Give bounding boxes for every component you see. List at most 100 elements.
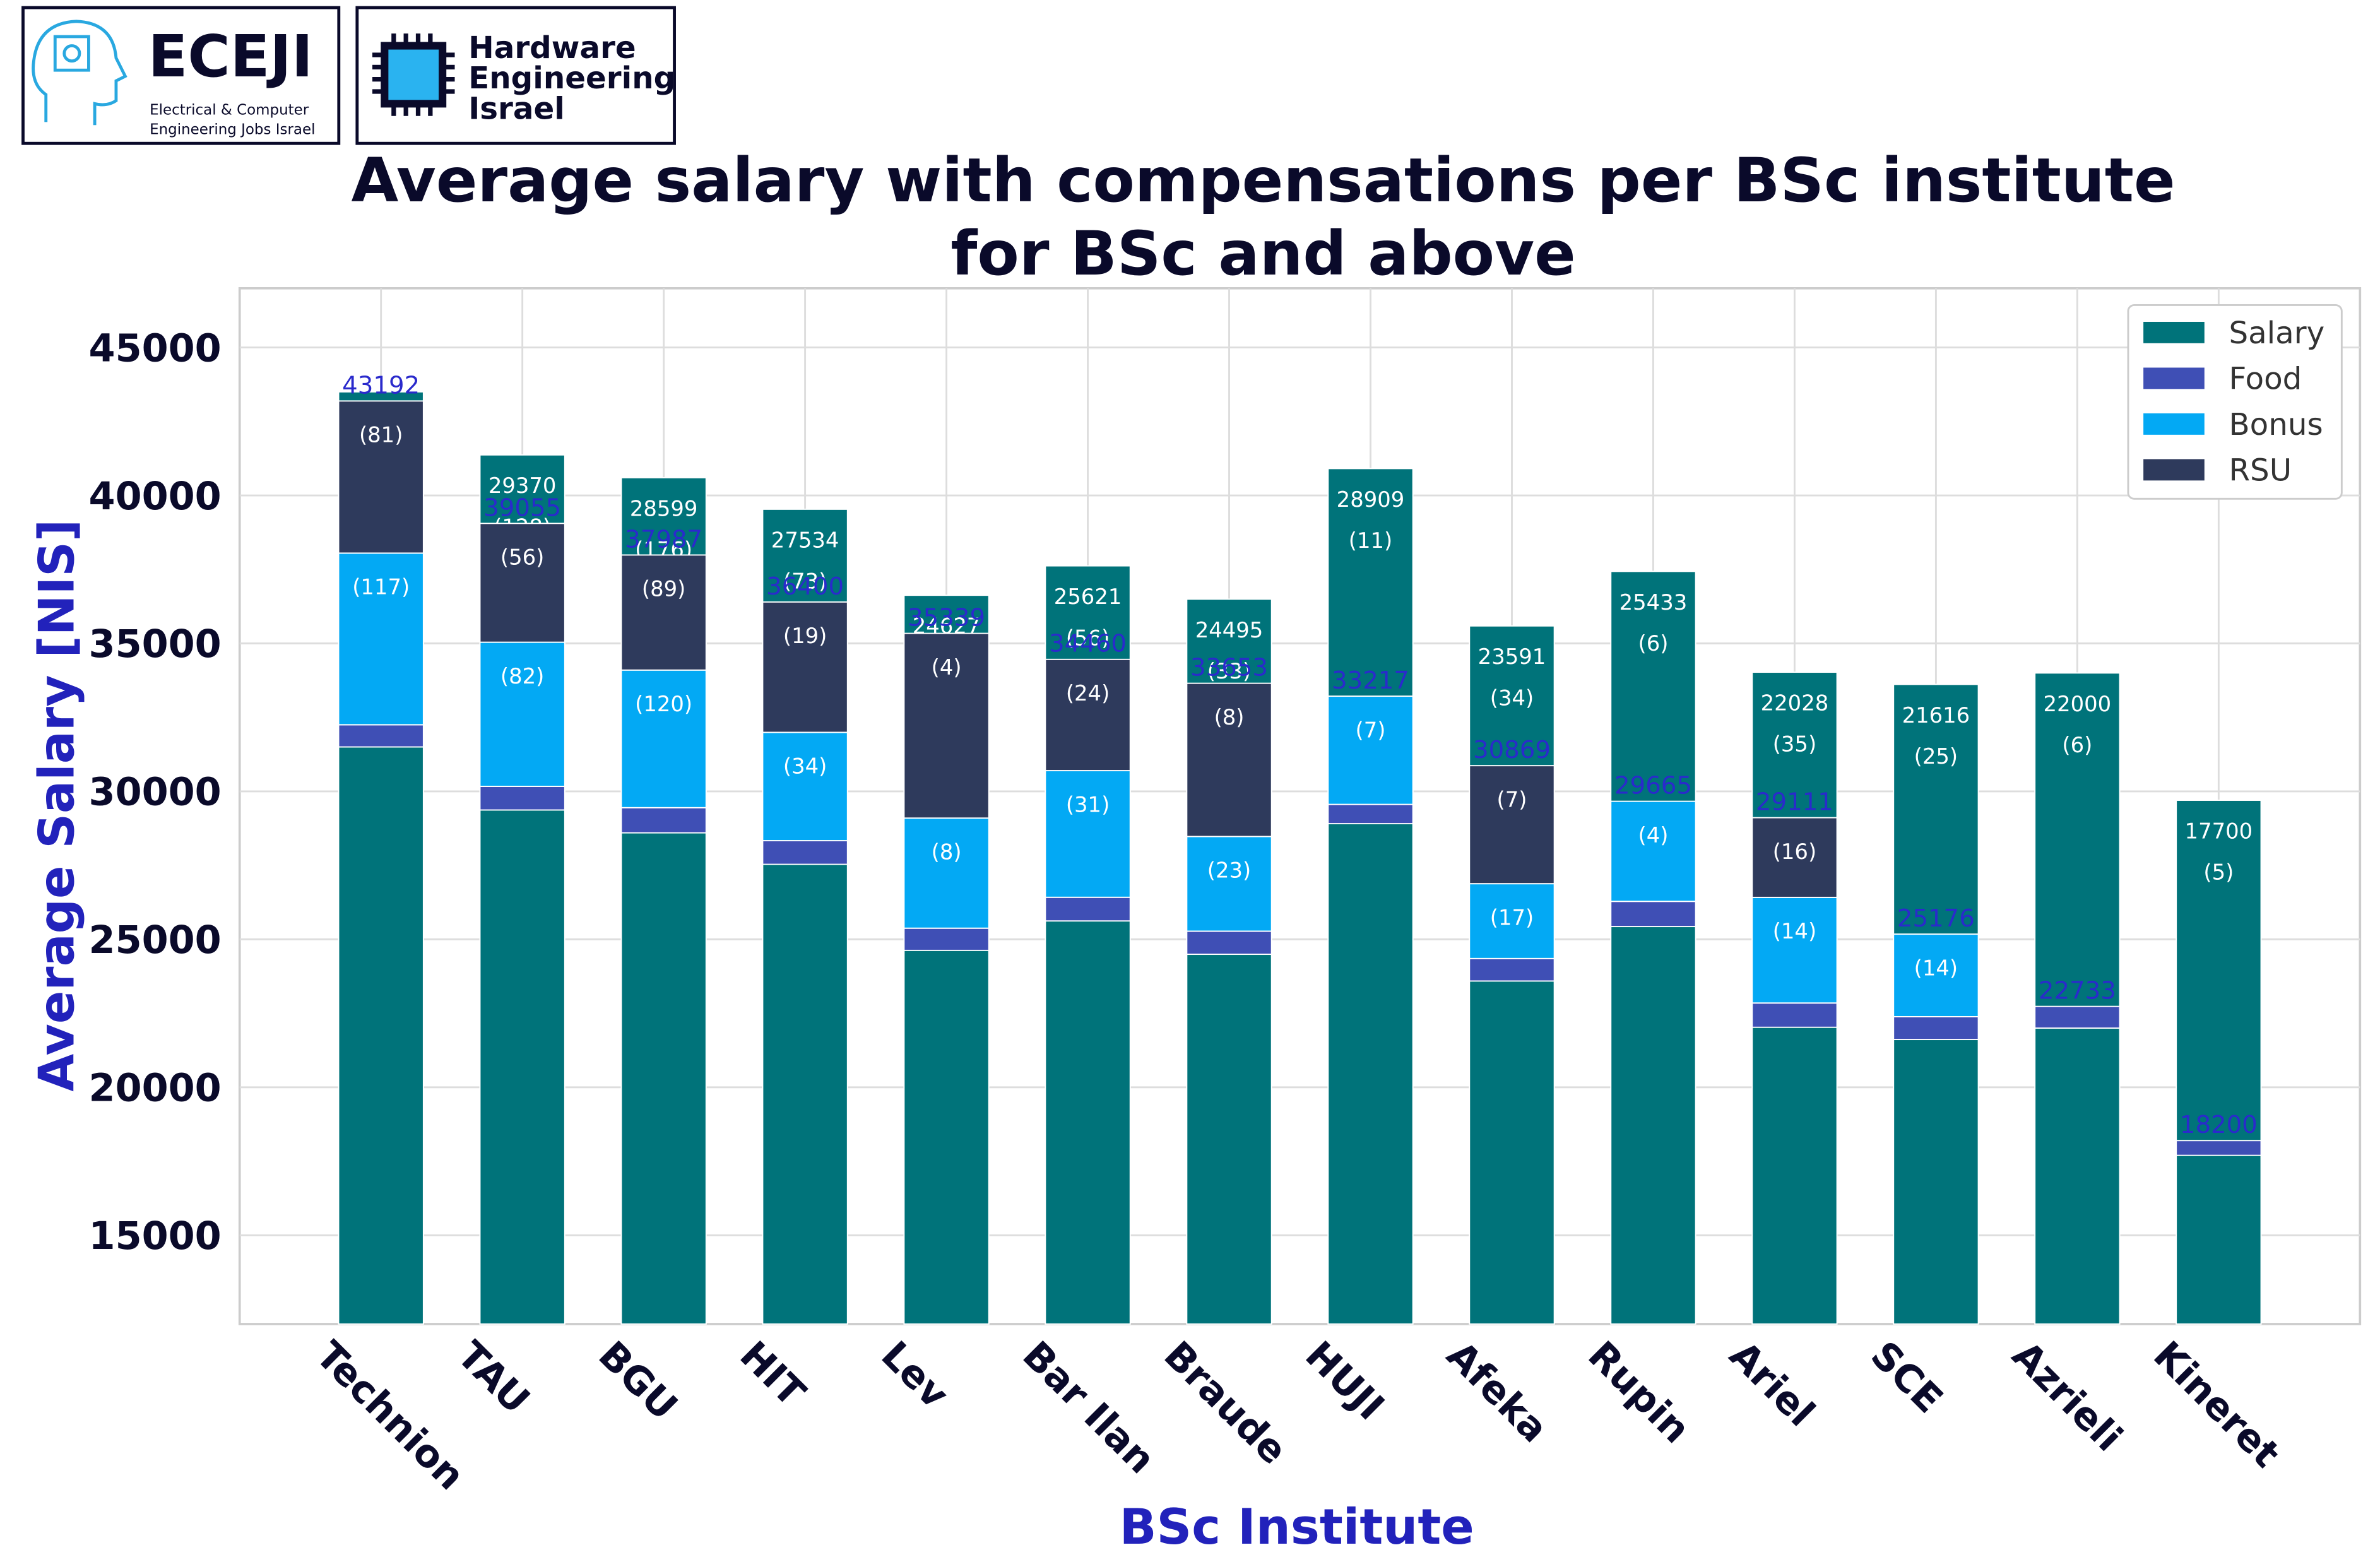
bar-segment <box>1893 933 1979 1017</box>
x-tick-label: Ariel <box>1720 1333 1823 1435</box>
y-tick-label: 15000 <box>89 1214 222 1258</box>
count-label: (23) <box>1207 858 1251 883</box>
bar-segment <box>1327 803 1414 825</box>
x-tick-label: HIT <box>731 1333 814 1415</box>
bar-segment <box>1469 957 1555 982</box>
logo-line: Hardware <box>468 30 636 66</box>
count-label: (31) <box>1066 792 1110 817</box>
bar-segment <box>1610 800 1696 902</box>
bar-segment <box>762 601 848 733</box>
logo-left: ECEJI Electrical & Computer Engineering … <box>21 6 341 145</box>
total-label: 33653 <box>1190 654 1268 682</box>
total-label: 29665 <box>1614 772 1692 800</box>
value-label: 25433 <box>1619 590 1688 615</box>
count-label: (25) <box>1914 744 1958 769</box>
value-label: 25621 <box>1054 584 1122 609</box>
count-label: (7) <box>1356 718 1386 742</box>
logo-line: Engineering <box>468 61 675 96</box>
bar-segment <box>762 840 848 865</box>
value-label: 24495 <box>1195 618 1264 642</box>
logo-gear <box>62 44 81 63</box>
bar-segment <box>1186 930 1272 956</box>
legend-label: Bonus <box>2229 407 2323 442</box>
bar-segment <box>620 807 707 834</box>
bar-segment <box>620 554 707 671</box>
logo-name: ECEJI <box>148 23 313 90</box>
count-label: (81) <box>359 423 403 447</box>
count-label: (24) <box>1066 681 1110 706</box>
legend-swatch <box>2143 459 2205 481</box>
bar-segment <box>903 632 990 819</box>
total-label: 35339 <box>908 604 985 632</box>
bar-segment <box>1610 901 1696 928</box>
logo-head <box>32 20 127 126</box>
bar-segment <box>1186 682 1272 837</box>
value-label: 22000 <box>2044 692 2112 716</box>
legend-swatch <box>2143 413 2205 435</box>
total-label: 33217 <box>1332 666 1409 695</box>
x-tick-label: SCE <box>1862 1333 1951 1422</box>
x-tick-label: Braude <box>1156 1333 1296 1473</box>
chart-title: for BSc and above <box>950 218 1575 289</box>
count-label: (33) <box>1207 659 1251 683</box>
bar-segment <box>338 724 424 748</box>
x-tick-label: Afeka <box>1438 1333 1556 1451</box>
count-label: (14) <box>1914 956 1958 980</box>
total-label: 39055 <box>483 494 561 522</box>
plot-area <box>238 287 2362 1325</box>
x-tick-label: Kineret <box>2145 1333 2288 1476</box>
total-label: 37987 <box>625 525 702 553</box>
count-label: (35) <box>1773 732 1816 757</box>
bar-segment <box>2176 800 2262 1325</box>
bar-segment <box>1327 695 1414 805</box>
bar-segment <box>338 552 424 726</box>
x-tick-label: Technion <box>307 1333 473 1498</box>
count-label: (4) <box>932 655 962 680</box>
bar-segment <box>1751 817 1838 898</box>
bar-segment <box>338 400 424 554</box>
bar-segment <box>1751 896 1838 1004</box>
bar-segment <box>2034 672 2121 1325</box>
total-label: 22733 <box>2039 977 2116 1005</box>
count-label: (8) <box>1214 705 1245 730</box>
value-label: 21616 <box>1902 703 1970 728</box>
count-label: (34) <box>1490 685 1534 710</box>
count-label: (89) <box>642 577 685 601</box>
x-axis-label: BSc Institute <box>1120 1499 1474 1556</box>
total-label: 36400 <box>766 572 844 601</box>
bar-segment <box>1045 896 1131 922</box>
count-label: (6) <box>1638 631 1668 656</box>
x-tick-label: Rupin <box>1580 1333 1698 1452</box>
count-label: (4) <box>1638 823 1668 848</box>
chart-title: Average salary with compensations per BS… <box>351 145 2175 216</box>
y-tick-label: 45000 <box>89 326 222 370</box>
bar-segment <box>1045 658 1131 772</box>
bar-segment <box>2176 1140 2262 1156</box>
total-label: 43192 <box>342 371 420 399</box>
legend-label: RSU <box>2229 453 2292 488</box>
logo-line: Engineering Jobs Israel <box>150 122 315 138</box>
y-tick-label: 20000 <box>89 1067 222 1111</box>
count-label: (34) <box>783 754 827 779</box>
bar-segment <box>479 785 565 811</box>
count-label: (17) <box>1490 905 1534 930</box>
count-label: (6) <box>2062 733 2092 757</box>
count-label: (120) <box>635 692 692 716</box>
count-label: (117) <box>352 575 410 600</box>
logo-line: Israel <box>468 92 565 127</box>
count-label: (73) <box>783 569 827 594</box>
count-label: (11) <box>1349 528 1392 553</box>
bar-segment <box>903 817 990 929</box>
logo-line: Electrical & Computer <box>150 102 309 118</box>
count-label: (5) <box>2203 860 2234 885</box>
count-label: (8) <box>932 840 962 865</box>
legend-swatch <box>2143 321 2205 343</box>
value-label: 29370 <box>488 473 557 498</box>
y-tick-label: 25000 <box>89 918 222 962</box>
logo-chip <box>381 42 447 108</box>
legend-box <box>2127 304 2343 500</box>
value-label: 28909 <box>1337 487 1405 512</box>
total-label: 25176 <box>1897 904 1975 933</box>
count-label: (56) <box>500 545 544 570</box>
